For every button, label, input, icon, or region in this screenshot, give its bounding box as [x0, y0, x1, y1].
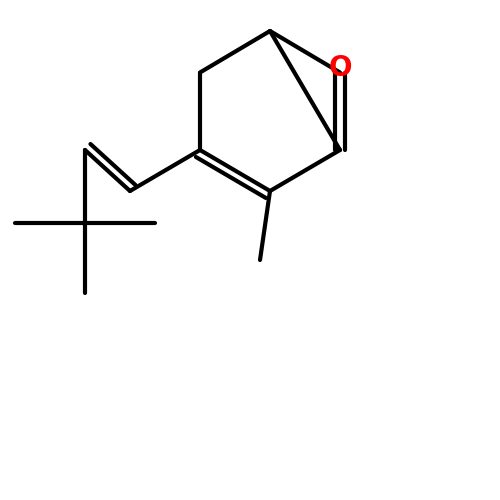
Text: O: O: [328, 54, 352, 82]
